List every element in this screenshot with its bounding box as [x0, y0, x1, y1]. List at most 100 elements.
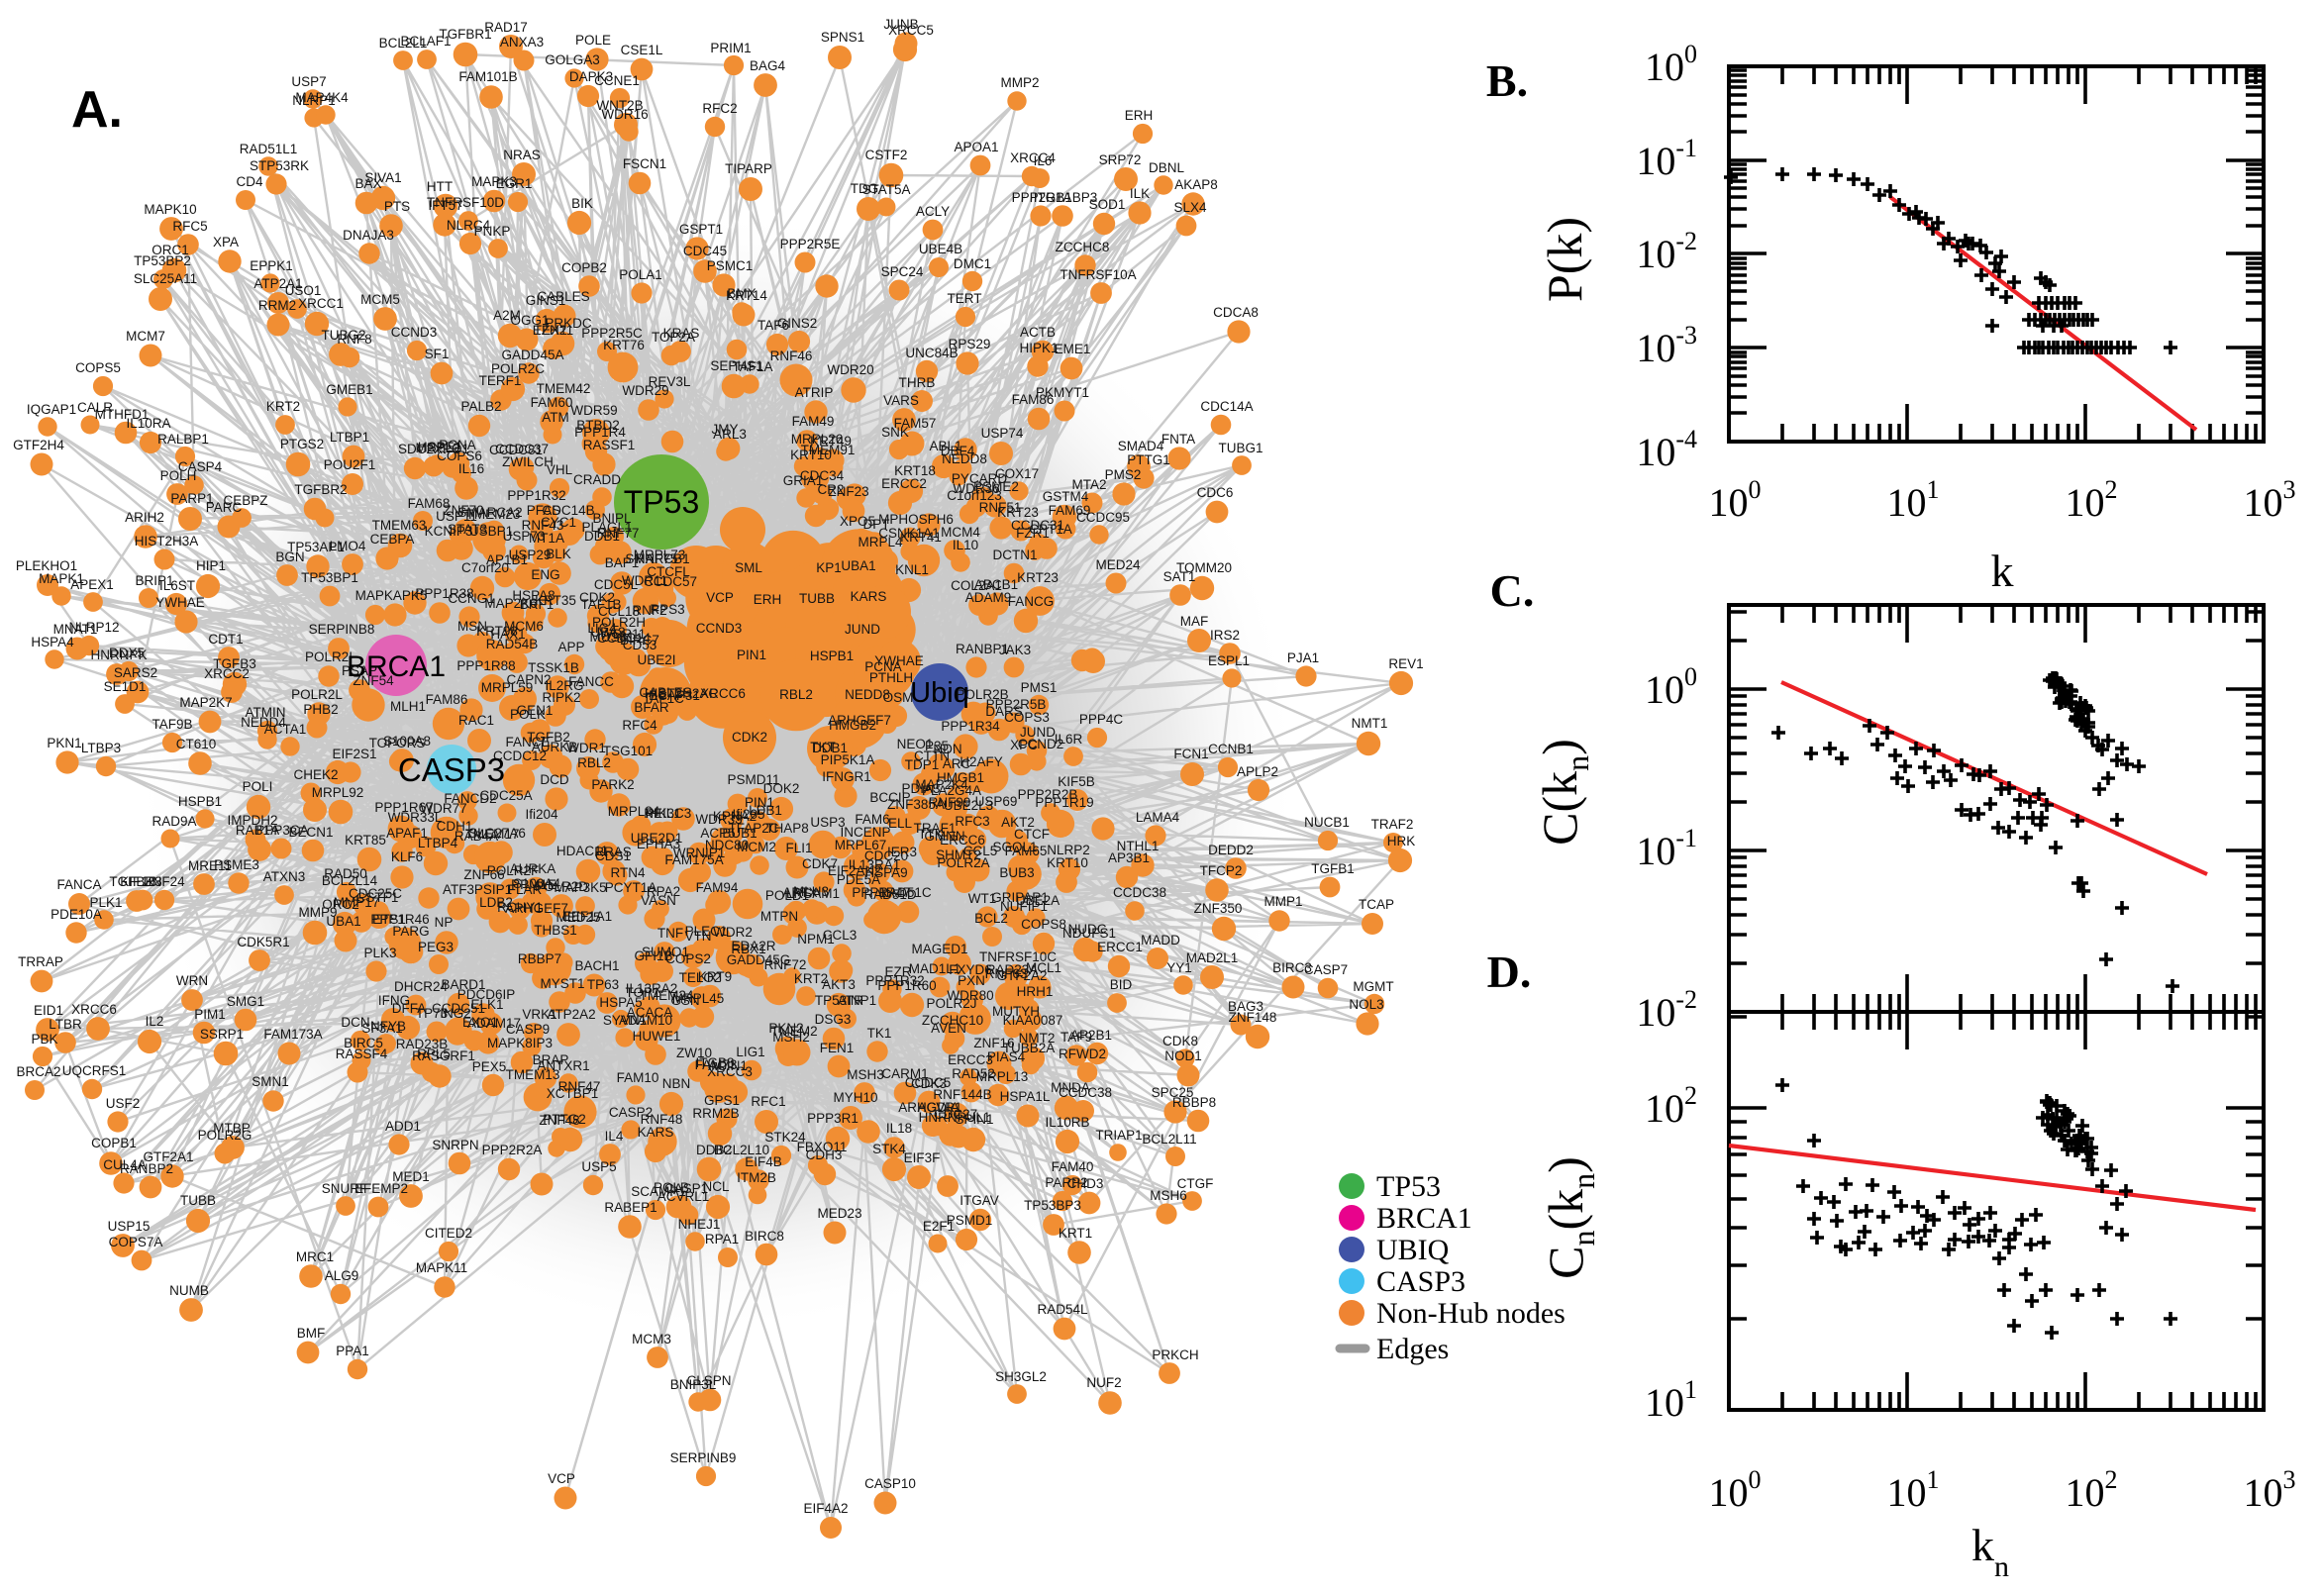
svg-text:RNF99: RNF99 [929, 795, 971, 810]
svg-text:CCDC37: CCDC37 [495, 442, 549, 456]
svg-text:FAM68: FAM68 [408, 496, 451, 511]
svg-text:TNF: TNF [657, 926, 683, 941]
svg-text:CD53: CD53 [623, 638, 657, 652]
svg-text:PBK: PBK [31, 1032, 57, 1047]
svg-text:PRKCH: PRKCH [1152, 1347, 1198, 1362]
svg-text:HSPA1L: HSPA1L [1000, 1089, 1051, 1104]
svg-text:IL2: IL2 [146, 1014, 164, 1029]
svg-text:CDH1: CDH1 [437, 819, 473, 834]
svg-text:TP53: TP53 [624, 484, 699, 520]
svg-text:KRT10: KRT10 [790, 448, 832, 462]
svg-text:LTBP3: LTBP3 [81, 741, 121, 755]
svg-text:POLR2B: POLR2B [956, 687, 1008, 702]
svg-text:LIG1: LIG1 [736, 1045, 764, 1059]
svg-text:RIPK2: RIPK2 [542, 690, 580, 705]
svg-text:RBX1: RBX1 [731, 942, 765, 956]
svg-text:MSH6: MSH6 [1150, 1188, 1187, 1203]
svg-text:A2M: A2M [493, 308, 521, 323]
svg-text:TOMM20: TOMM20 [1176, 560, 1232, 575]
svg-text:TMEM63: TMEM63 [372, 518, 427, 533]
svg-text:POLR2I: POLR2I [305, 649, 353, 664]
svg-text:ATP2A1: ATP2A1 [253, 276, 302, 291]
svg-text:TP53INP1: TP53INP1 [815, 993, 876, 1008]
svg-text:FAM60: FAM60 [531, 395, 573, 410]
svg-text:NMT2: NMT2 [1019, 1031, 1056, 1046]
svg-text:TAF9: TAF9 [1060, 1030, 1092, 1045]
svg-text:COPS7A: COPS7A [109, 1235, 163, 1249]
svg-text:Ubiq: Ubiq [910, 677, 969, 709]
svg-text:RAD54B: RAD54B [486, 637, 539, 651]
svg-text:CCND3: CCND3 [391, 325, 438, 340]
svg-text:FANCD2: FANCD2 [444, 791, 496, 806]
svg-text:MCM2: MCM2 [737, 840, 776, 854]
svg-text:SEPHS1: SEPHS1 [710, 358, 762, 373]
svg-text:PIN1: PIN1 [737, 648, 766, 662]
svg-text:MCL1: MCL1 [1026, 960, 1061, 975]
svg-text:CSTF2: CSTF2 [865, 148, 908, 162]
svg-text:TP53AP1: TP53AP1 [287, 540, 345, 554]
svg-text:FAM73: FAM73 [695, 1057, 738, 1072]
svg-text:FAM101B: FAM101B [458, 69, 517, 84]
svg-text:PPP1R47: PPP1R47 [852, 885, 910, 900]
svg-text:WRN: WRN [176, 973, 208, 988]
svg-text:KP1: KP1 [816, 560, 842, 575]
svg-text:DDB1: DDB1 [584, 529, 620, 544]
svg-text:RALBP1: RALBP1 [157, 432, 209, 447]
svg-text:WDR1: WDR1 [566, 741, 606, 755]
svg-text:ETS1: ETS1 [372, 912, 406, 927]
svg-text:PSMC1: PSMC1 [707, 258, 754, 273]
svg-text:RAD52: RAD52 [952, 1066, 995, 1081]
svg-text:GOLGA3: GOLGA3 [545, 52, 600, 67]
svg-text:PDIA3: PDIA3 [901, 781, 940, 796]
svg-text:STP53RK: STP53RK [250, 158, 309, 173]
svg-text:COPS2: COPS2 [665, 951, 711, 966]
svg-text:DAPK3: DAPK3 [569, 69, 613, 84]
svg-text:PXN: PXN [958, 973, 985, 988]
svg-text:H2AFY: H2AFY [960, 754, 1003, 769]
svg-text:PLK3: PLK3 [363, 946, 396, 960]
svg-text:HIST2H2AC: HIST2H2AC [645, 686, 719, 701]
svg-text:UBE2A: UBE2A [1016, 893, 1060, 908]
svg-text:VARS: VARS [883, 393, 919, 408]
svg-text:MRPL13: MRPL13 [976, 1069, 1029, 1084]
svg-text:TP53BP2: TP53BP2 [134, 253, 191, 268]
svg-text:IL4: IL4 [605, 1129, 624, 1144]
svg-text:BCCIP: BCCIP [869, 790, 910, 805]
svg-text:DCTN1: DCTN1 [992, 548, 1037, 562]
svg-text:EGR1: EGR1 [496, 176, 533, 191]
svg-text:TUBB: TUBB [799, 591, 835, 606]
svg-text:CSE1L: CSE1L [621, 43, 663, 57]
svg-text:ATMIN: ATMIN [246, 705, 286, 720]
svg-text:TELO2: TELO2 [679, 970, 722, 985]
svg-text:HRH1: HRH1 [1017, 984, 1054, 999]
svg-text:CASP4: CASP4 [178, 459, 223, 474]
svg-text:MRPL84: MRPL84 [608, 804, 660, 819]
svg-text:INCENP: INCENP [840, 825, 890, 840]
svg-text:BNIPL: BNIPL [592, 511, 632, 526]
svg-text:WDR2: WDR2 [713, 925, 753, 940]
svg-text:JUNB: JUNB [883, 17, 918, 32]
svg-text:HIST2H3A: HIST2H3A [135, 534, 199, 549]
svg-text:AKAP8: AKAP8 [1174, 177, 1218, 192]
svg-text:MAPK1: MAPK1 [39, 571, 84, 586]
svg-text:CABLES: CABLES [639, 685, 691, 700]
svg-text:IFT57: IFT57 [428, 198, 462, 213]
svg-text:PPP3R1: PPP3R1 [807, 1111, 858, 1126]
svg-text:WDR80: WDR80 [947, 988, 993, 1003]
svg-text:ZW10: ZW10 [676, 1046, 712, 1060]
svg-text:MAP2K4: MAP2K4 [915, 777, 968, 792]
svg-text:TGFB2: TGFB2 [527, 730, 570, 745]
svg-text:JUND: JUND [1020, 725, 1056, 740]
svg-text:MMP17: MMP17 [334, 895, 380, 910]
svg-text:NUF2: NUF2 [1086, 1375, 1121, 1390]
svg-text:USBP1: USBP1 [469, 524, 513, 539]
svg-text:FAM49: FAM49 [792, 414, 835, 429]
svg-text:DOK2: DOK2 [763, 781, 800, 796]
svg-text:PLAGL1: PLAGL1 [581, 520, 632, 535]
svg-text:WDR77: WDR77 [420, 801, 466, 816]
svg-text:ZNF148: ZNF148 [1229, 1010, 1277, 1025]
svg-text:PPP1R38: PPP1R38 [415, 586, 473, 601]
svg-text:EEF1A1: EEF1A1 [562, 909, 612, 924]
svg-text:SMARCA2: SMARCA2 [457, 505, 522, 520]
svg-text:Ifi204: Ifi204 [525, 807, 558, 822]
